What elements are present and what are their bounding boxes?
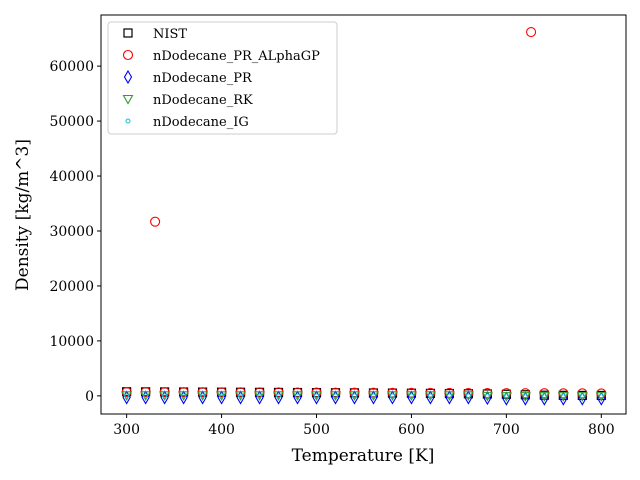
data-point [332,393,338,399]
data-point [124,393,130,399]
data-point [446,393,452,399]
x-tick-label: 500 [303,422,330,438]
y-tick-label: 30000 [49,224,94,240]
legend-marker [123,28,133,38]
legend-marker [123,69,133,85]
legend-label: nDodecane_RK [153,93,253,108]
y-tick-label: 40000 [49,169,94,185]
legend: NIST nDodecane_PR_ALphaGP nDodecane_PR nDod… [107,21,338,135]
data-point [408,393,414,399]
legend-marker [122,49,134,61]
data-point [276,393,282,399]
legend-marker [122,94,134,105]
legend-box [107,21,338,135]
x-tick-label: 800 [588,422,615,438]
data-point [162,393,168,399]
x-axis-ticks: 300 400 500 600 700 800 [113,414,615,438]
data-point [389,393,395,399]
y-tick-label: 10000 [49,334,94,350]
series-nDodecane_IG [124,393,604,399]
data-point [295,393,301,399]
data-point [314,393,320,399]
plot-frame [100,14,627,415]
data-point [560,393,566,399]
data-point [150,216,161,227]
x-tick-label: 400 [208,422,235,438]
legend-label: nDodecane_IG [153,115,249,130]
data-point [526,26,537,38]
data-point [143,393,149,399]
data-point [579,393,585,399]
y-tick-label: 20000 [49,279,94,295]
x-tick-label: 300 [113,422,140,438]
data-marks [121,26,607,406]
y-tick-label: 60000 [49,59,94,75]
data-point [351,393,357,399]
data-point [219,393,225,399]
x-axis-label: Temperature [K] [292,446,435,466]
data-point [427,393,433,399]
data-point [598,393,604,399]
x-tick-label: 600 [398,422,425,438]
y-axis-label: Density [kg/m^3] [13,139,33,291]
y-tick-label: 50000 [49,114,94,130]
y-tick-label: 0 [85,389,94,405]
data-point [522,393,528,399]
data-point [541,393,547,399]
legend-label: nDodecane_PR [153,71,253,86]
data-point [200,393,206,399]
data-point [257,393,263,399]
y-axis-ticks: 0 10000 20000 30000 40000 50000 60000 [49,59,101,405]
data-point [465,393,471,399]
data-point [181,393,187,399]
data-point [370,393,376,399]
legend-label: nDodecane_PR_ALphaGP [153,49,320,64]
legend-label: NIST [153,27,187,42]
x-tick-label: 700 [493,422,520,438]
legend-marker [125,118,131,124]
data-point [484,393,490,399]
data-point [503,393,509,399]
data-point [238,393,244,399]
